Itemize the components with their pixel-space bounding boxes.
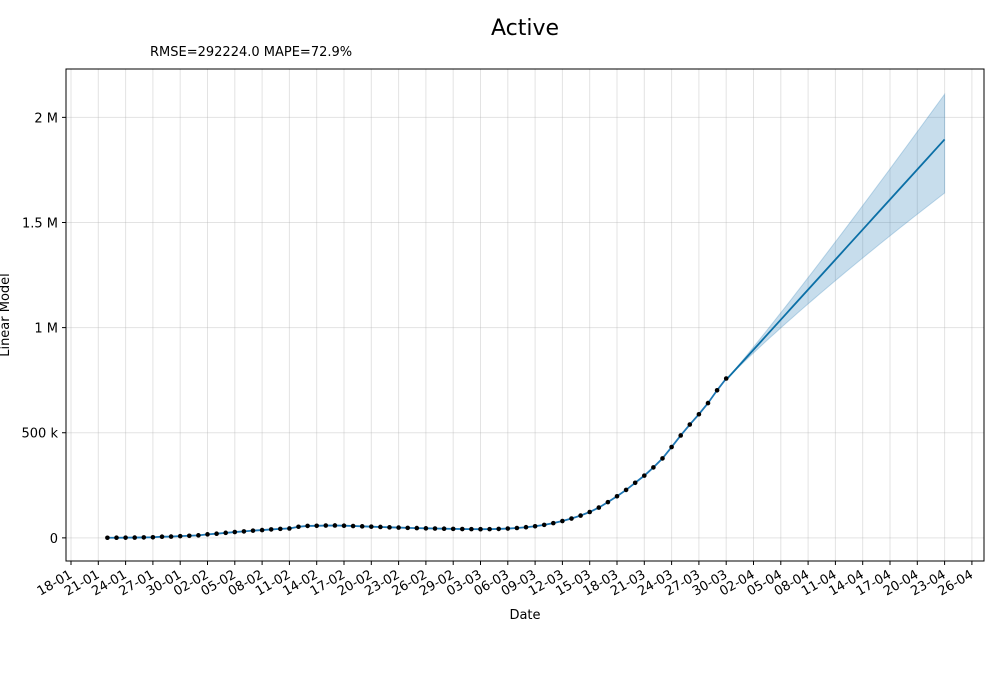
observed-point (196, 533, 201, 538)
chart-title: Active (491, 16, 559, 41)
observed-point (523, 524, 529, 530)
observed-point (187, 533, 192, 539)
observed-point (432, 526, 438, 531)
observed-point (660, 456, 665, 461)
observed-point (278, 526, 283, 532)
observed-point (268, 527, 274, 532)
y-tick-label: 500 k (22, 427, 59, 442)
observed-point (678, 433, 683, 438)
observed-point (259, 527, 265, 533)
observed-point (560, 518, 565, 524)
observed-point (605, 499, 611, 505)
observed-point (114, 535, 119, 541)
observed-point (578, 513, 583, 518)
x-axis-label: Date (509, 608, 540, 623)
observed-point (714, 387, 720, 393)
observed-point (551, 520, 556, 526)
observed-point (405, 525, 411, 531)
observed-point (150, 534, 156, 540)
observed-point (205, 532, 210, 537)
observed-point (441, 526, 447, 532)
observed-point (177, 533, 183, 539)
forecast-confidence-band (725, 92, 946, 381)
confidence-band (725, 92, 946, 381)
observed-point (614, 493, 620, 499)
observed-point (642, 473, 647, 478)
observed-point (214, 531, 219, 536)
observed-point (487, 526, 492, 532)
observed-point (123, 535, 128, 540)
observed-point (450, 526, 456, 532)
observed-point (723, 376, 729, 381)
observed-point (505, 526, 511, 531)
observed-point (423, 526, 429, 531)
y-tick-label: 1.5 M (22, 216, 58, 231)
observed-point (414, 525, 420, 531)
observed-point (460, 526, 465, 532)
observed-point (168, 534, 174, 539)
observed-point (632, 480, 638, 486)
observed-points (105, 376, 729, 541)
fitted-line (107, 377, 727, 539)
y-tick-label: 1 M (34, 322, 58, 337)
observed-point (705, 400, 711, 406)
forecast-line (725, 138, 946, 381)
y-axis-label: Linear Model (0, 273, 13, 357)
grid (66, 69, 984, 561)
observed-point (250, 528, 256, 533)
observed-point (387, 525, 392, 530)
observed-point (496, 526, 502, 532)
observed-point (687, 422, 693, 427)
observed-point (232, 529, 238, 535)
observed-point (314, 523, 320, 529)
observed-point (105, 535, 110, 541)
observed-point (332, 523, 338, 528)
observed-point (323, 523, 329, 528)
y-tick-label: 2 M (34, 111, 58, 126)
y-tick-label: 0 (50, 532, 58, 547)
observed-point (359, 524, 365, 529)
series-lines (107, 138, 946, 539)
observed-point (532, 523, 538, 529)
y-axis-ticks: 0 500 k 1 M 1.5 M 2 M (22, 111, 66, 547)
observed-point (696, 411, 702, 417)
observed-point (132, 535, 137, 540)
observed-point (341, 523, 347, 528)
observed-point (478, 526, 483, 532)
observed-point (241, 529, 247, 534)
observed-point (369, 524, 374, 529)
observed-point (141, 535, 147, 540)
observed-point (596, 505, 602, 510)
observed-point (469, 526, 474, 532)
observed-point (514, 525, 520, 531)
observed-point (378, 524, 383, 530)
observed-point (669, 444, 674, 450)
x-axis-ticks: 18-0121-0124-0127-0130-0102-0205-0208-02… (35, 561, 976, 599)
observed-point (541, 522, 547, 528)
observed-point (159, 534, 165, 539)
observed-point (569, 516, 574, 521)
observed-point (350, 523, 356, 529)
observed-point (223, 530, 228, 536)
observed-point (287, 526, 292, 531)
observed-point (623, 487, 629, 493)
observed-point (296, 524, 301, 530)
observed-point (305, 523, 310, 529)
plot-frame (65, 68, 985, 562)
observed-point (587, 509, 592, 515)
observed-point (651, 465, 656, 470)
chart-subtitle: RMSE=292224.0 MAPE=72.9% (150, 45, 352, 60)
observed-point (396, 525, 401, 530)
